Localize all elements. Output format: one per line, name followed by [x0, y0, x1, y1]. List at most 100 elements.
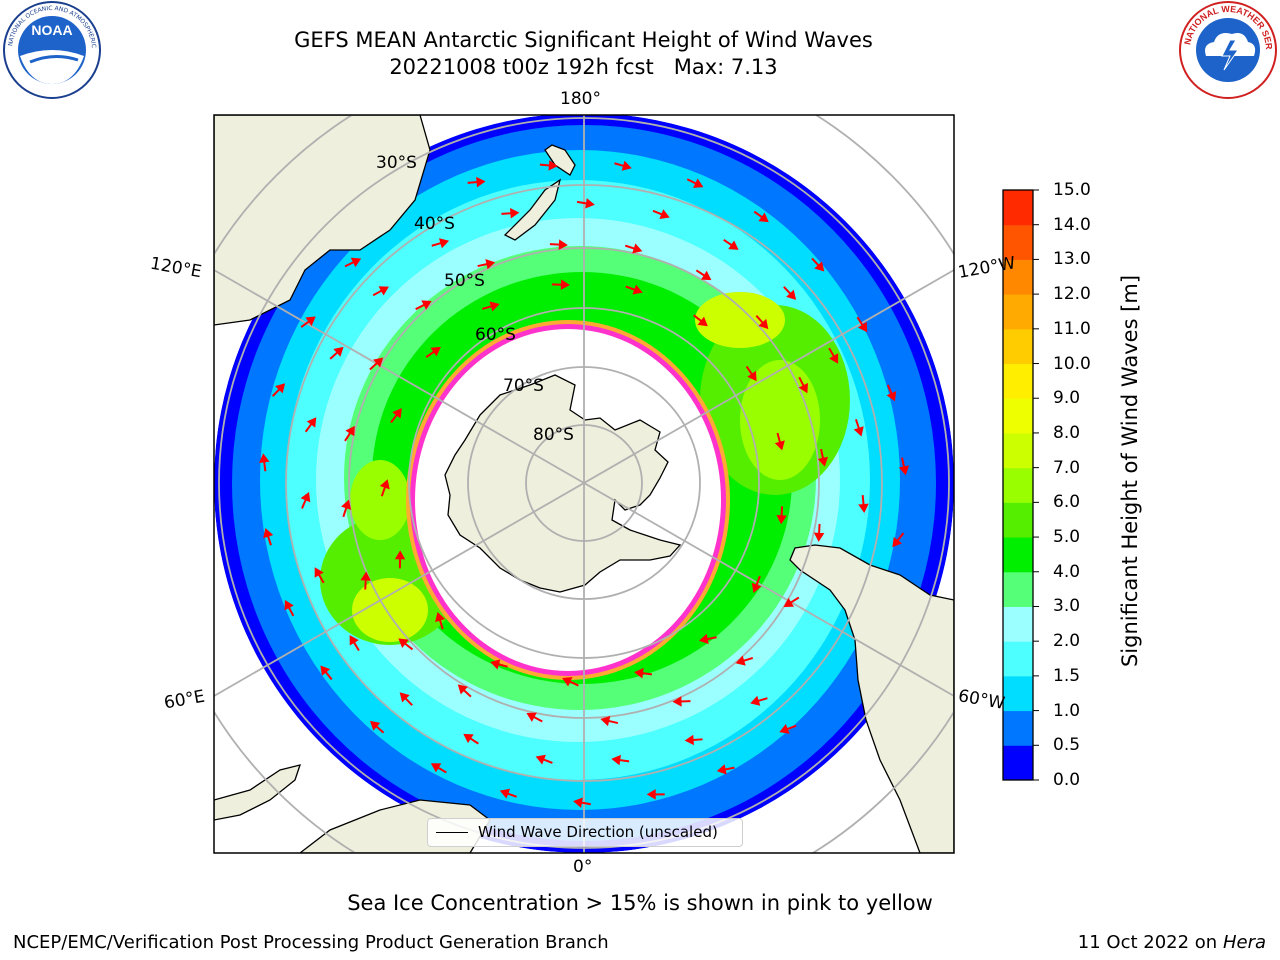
colorbar-tick-label: 4.0 [1053, 561, 1081, 582]
wave-direction-arrow [562, 677, 579, 687]
wave-direction-arrow [526, 712, 543, 723]
wave-direction-arrow [693, 314, 708, 327]
colorbar-frame [1002, 189, 1034, 781]
wave-direction-arrow [394, 550, 406, 569]
map-frame [213, 114, 955, 854]
wave-direction-arrow [811, 257, 825, 272]
wave-direction-arrow [535, 754, 553, 765]
colorbar-segment [1003, 537, 1033, 573]
map-legend: Wind Wave Direction (unscaled) [427, 818, 743, 847]
wave-direction-arrow [646, 789, 665, 800]
lat-label-60s: 60°S [475, 325, 516, 345]
wind-wave-direction-arrows [259, 160, 910, 808]
wave-direction-arrow [898, 457, 910, 476]
wave-direction-arrow [360, 571, 371, 590]
wave-direction-arrow [625, 284, 643, 295]
colorbar-segment [1003, 363, 1033, 399]
footer-host: Hera [1222, 932, 1266, 953]
lat-label-70s: 70°S [503, 376, 544, 396]
wave-direction-arrow [341, 499, 352, 518]
wave-direction-arrow [576, 198, 595, 209]
colorbar-segment [1003, 571, 1033, 607]
wave-direction-arrow [379, 479, 390, 497]
wave-direction-arrow [745, 365, 757, 382]
wave-direction-arrow [457, 684, 472, 698]
lat-label-30s: 30°S [376, 153, 417, 173]
wave-direction-arrow [477, 259, 496, 270]
wave-direction-arrow [467, 176, 486, 188]
wave-direction-arrow [490, 659, 508, 670]
colorbar-segment [1003, 641, 1033, 677]
colorbar-tick-label: 14.0 [1053, 214, 1091, 235]
colorbar-segment [1003, 675, 1033, 712]
wave-direction-arrow [723, 238, 739, 250]
colorbar-tick-label: 9.0 [1053, 388, 1081, 409]
wave-direction-arrow [614, 160, 632, 171]
wave-direction-arrow [672, 696, 691, 707]
wave-direction-arrow [828, 347, 839, 364]
wave-direction-arrow [344, 257, 362, 268]
colorbar [1002, 189, 1039, 781]
wave-direction-arrow [783, 286, 797, 300]
colorbar-segment [1003, 710, 1033, 746]
wave-direction-arrow [698, 633, 717, 645]
wave-direction-arrow [735, 655, 754, 666]
wave-direction-arrow [573, 797, 591, 808]
colorbar-segment [1003, 467, 1033, 503]
colorbar-tick-label: 6.0 [1053, 492, 1081, 513]
wave-direction-arrow [684, 734, 703, 746]
wave-direction-arrow [776, 506, 787, 525]
land-africa [214, 764, 301, 821]
wave-direction-arrow [481, 301, 500, 312]
nws-logo: NATIONAL WEATHER SERVICE [1178, 0, 1277, 99]
wave-direction-arrow [750, 695, 768, 706]
wave-direction-arrow [716, 764, 735, 775]
legend-label: Wind Wave Direction (unscaled) [478, 823, 718, 841]
wave-direction-arrow [263, 528, 274, 546]
wave-direction-arrow [892, 532, 905, 548]
wave-direction-arrow [300, 316, 316, 328]
colorbar-tick-label: 10.0 [1053, 353, 1091, 374]
lon-label-180: 180° [560, 89, 601, 109]
land-australia [214, 115, 431, 326]
graticule [214, 115, 954, 853]
colorbar-tick-label: 3.0 [1053, 596, 1081, 617]
colorbar-tick-label: 1.0 [1053, 700, 1081, 721]
wave-direction-arrow [499, 788, 518, 799]
land-masses [214, 115, 954, 853]
wave-direction-arrow [370, 720, 385, 734]
lat-label-80s: 80°S [533, 425, 574, 445]
wave-direction-arrow [415, 300, 432, 311]
land-antarctica [444, 374, 682, 593]
wave-direction-arrow [755, 315, 769, 330]
colorbar-tick-label: 1.5 [1053, 665, 1081, 686]
wave-direction-arrow [774, 432, 785, 451]
colorbar-segment [1003, 606, 1033, 642]
wave-direction-arrow [611, 754, 630, 766]
wave-direction-arrow [549, 239, 568, 250]
wave-direction-arrow [271, 383, 286, 397]
wave-high-ne [695, 292, 785, 348]
wave-direction-arrow [369, 357, 384, 371]
wave-direction-arrow [686, 178, 704, 188]
wave-high-west-core [352, 578, 428, 642]
colorbar-tick-label: 8.0 [1053, 422, 1081, 443]
colorbar-tick-label: 2.0 [1053, 631, 1081, 652]
wave-direction-arrow [463, 733, 479, 745]
wave-direction-arrow [259, 453, 270, 472]
wave-direction-arrow [329, 346, 344, 360]
wave-direction-arrow [779, 724, 797, 734]
colorbar-tick-label: 5.0 [1053, 527, 1081, 548]
land-new-zealand-south [503, 178, 562, 241]
colorbar-label: Significant Height of Wind Waves [m] [1118, 274, 1142, 668]
legend-line-swatch [436, 832, 468, 834]
wave-direction-arrow [539, 160, 558, 171]
colorbar-segment [1003, 190, 1033, 226]
wave-direction-arrow [501, 208, 520, 219]
colorbar-tick-label: 15.0 [1053, 180, 1091, 200]
wave-direction-arrow [300, 491, 311, 509]
wave-direction-arrow [600, 715, 619, 727]
colorbar-segment [1003, 328, 1033, 365]
colorbar-segment [1003, 398, 1033, 434]
